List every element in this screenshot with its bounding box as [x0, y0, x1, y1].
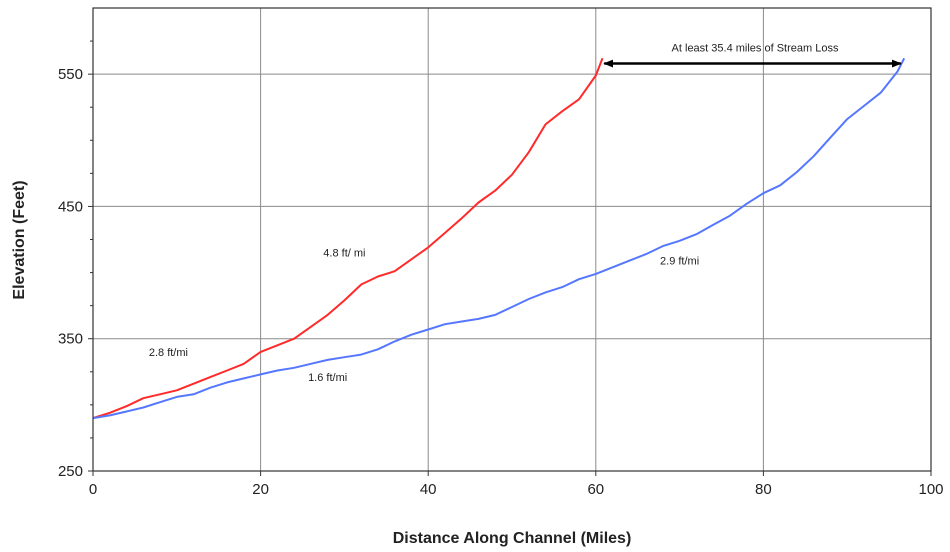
annotation-label: At least 35.4 miles of Stream Loss [672, 43, 839, 55]
series-line-1 [92, 57, 604, 420]
y-tick-label: 450 [58, 198, 83, 215]
x-tick-label: 0 [89, 481, 97, 498]
x-tick-label: 60 [587, 481, 604, 498]
y-axis-ticks: 250 350 450 550 [58, 40, 93, 480]
y-tick-label: 550 [58, 66, 83, 83]
grid-lines [93, 8, 931, 471]
x-axis-ticks: 0 20 40 60 80 100 [89, 471, 944, 498]
series-line-2 [92, 57, 906, 420]
y-axis-title: Elevation (Feet) [11, 180, 28, 299]
annotation-label: 2.8 ft/mi [149, 347, 188, 359]
plot-area [93, 8, 931, 471]
y-tick-label: 250 [58, 463, 83, 480]
x-tick-label: 40 [420, 481, 437, 498]
x-tick-label: 80 [755, 481, 772, 498]
x-tick-label: 100 [918, 481, 943, 498]
annotation-label: 2.9 ft/mi [660, 256, 699, 268]
series-layer [92, 57, 906, 420]
annotation-label: 1.6 ft/mi [308, 372, 347, 384]
y-tick-label: 350 [58, 331, 83, 348]
x-axis-title: Distance Along Channel (Miles) [393, 530, 632, 547]
x-tick-label: 20 [252, 481, 269, 498]
annotation-label: 4.8 ft/ mi [323, 248, 365, 260]
annotation-layer: 2.8 ft/mi 4.8 ft/ mi 1.6 ft/mi 2.9 ft/mi At … [149, 43, 902, 384]
